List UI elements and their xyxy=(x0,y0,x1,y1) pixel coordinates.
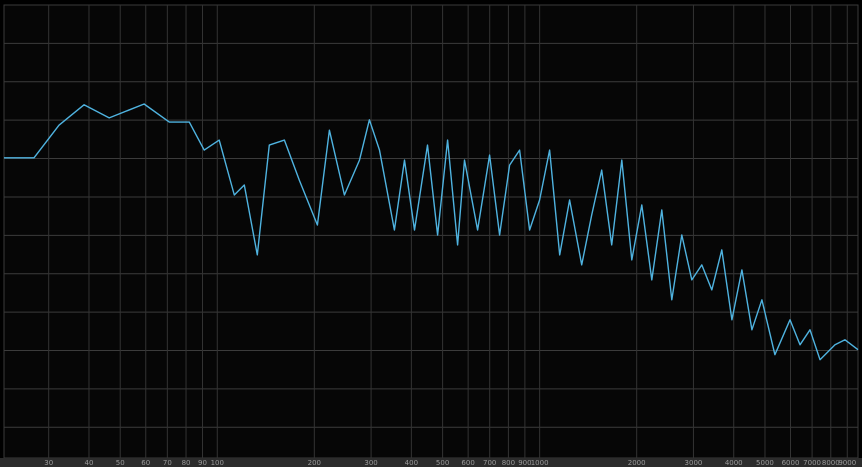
x-tick-label: 6000 xyxy=(782,459,800,467)
x-tick-label: 70 xyxy=(163,459,172,467)
x-tick-label: 3000 xyxy=(685,459,703,467)
plot-area xyxy=(3,4,859,459)
x-tick-label: 8000 xyxy=(822,459,840,467)
x-tick-label: 7000 xyxy=(803,459,821,467)
x-tick-label: 600 xyxy=(461,459,474,467)
x-tick-label: 30 xyxy=(44,459,53,467)
x-tick-label: 40 xyxy=(85,459,94,467)
x-tick-label: 1000 xyxy=(531,459,549,467)
x-tick-label: 80 xyxy=(182,459,191,467)
x-tick-label: 900 xyxy=(518,459,531,467)
x-tick-label: 9000 xyxy=(838,459,856,467)
x-tick-label: 100 xyxy=(211,459,224,467)
x-tick-label: 2000 xyxy=(628,459,646,467)
x-tick-label: 60 xyxy=(141,459,150,467)
x-tick-label: 50 xyxy=(116,459,125,467)
x-tick-label: 800 xyxy=(502,459,515,467)
x-tick-label: 4000 xyxy=(725,459,743,467)
x-tick-label: 500 xyxy=(436,459,449,467)
spectrum-line xyxy=(4,103,859,361)
x-tick-label: 300 xyxy=(364,459,377,467)
x-tick-label: 90 xyxy=(198,459,207,467)
axis-strip xyxy=(0,458,862,467)
x-tick-label: 700 xyxy=(483,459,496,467)
x-tick-label: 5000 xyxy=(756,459,774,467)
x-tick-label: 400 xyxy=(405,459,418,467)
x-tick-label: 200 xyxy=(308,459,321,467)
